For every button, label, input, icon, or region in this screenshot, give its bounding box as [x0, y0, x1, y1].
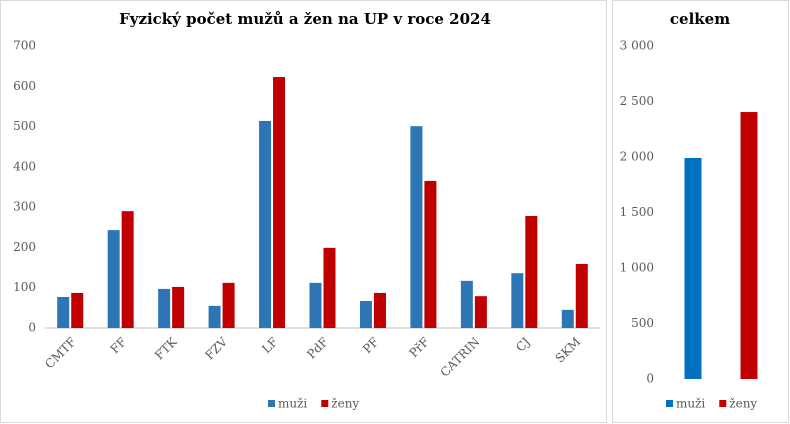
y-tick-label: 1 500	[620, 205, 654, 219]
y-tick-label: 100	[13, 280, 36, 294]
bar	[684, 157, 702, 379]
bar	[208, 305, 221, 328]
legend-label: ženy	[331, 397, 359, 411]
bar	[57, 296, 70, 328]
chart-title: celkem	[670, 10, 730, 28]
bar	[373, 292, 386, 328]
bar	[172, 286, 185, 328]
bar	[740, 112, 758, 380]
legend-label: ženy	[729, 397, 757, 411]
bar	[474, 296, 487, 328]
legend-swatch	[268, 400, 275, 407]
bar	[71, 292, 84, 328]
y-tick-label: 700	[13, 39, 36, 53]
panel-left	[0, 0, 607, 423]
bar	[222, 282, 235, 328]
y-tick-label: 300	[13, 200, 36, 214]
y-tick-label: 200	[13, 240, 36, 254]
legend-label: muži	[278, 397, 307, 411]
bar	[359, 301, 372, 328]
y-tick-label: 600	[13, 79, 36, 93]
bar	[424, 180, 437, 328]
legend-swatch	[666, 400, 673, 407]
bar	[259, 120, 272, 328]
legend-swatch	[321, 400, 329, 407]
chart-title: Fyzický počet mužů a žen na UP v roce 20…	[119, 10, 491, 28]
bar	[158, 288, 171, 328]
bar	[460, 280, 473, 328]
y-tick-label: 1 000	[620, 261, 654, 275]
legend-swatch	[719, 400, 727, 407]
bar	[511, 273, 524, 328]
bar	[309, 282, 322, 328]
y-tick-label: 2 500	[620, 94, 654, 108]
y-tick-label: 0	[28, 321, 36, 335]
y-tick-label: 500	[13, 119, 36, 133]
bar	[525, 216, 538, 328]
y-tick-label: 2 000	[620, 150, 654, 164]
y-tick-label: 400	[13, 159, 36, 173]
bar	[561, 309, 574, 328]
y-tick-label: 0	[646, 372, 654, 386]
y-tick-label: 500	[631, 316, 654, 330]
bar	[410, 126, 423, 328]
bar	[323, 247, 336, 328]
bar	[273, 77, 286, 329]
legend-label: muži	[676, 397, 705, 411]
bar	[575, 263, 588, 328]
bar	[107, 230, 120, 328]
bar	[121, 211, 134, 328]
y-tick-label: 3 000	[620, 39, 654, 53]
